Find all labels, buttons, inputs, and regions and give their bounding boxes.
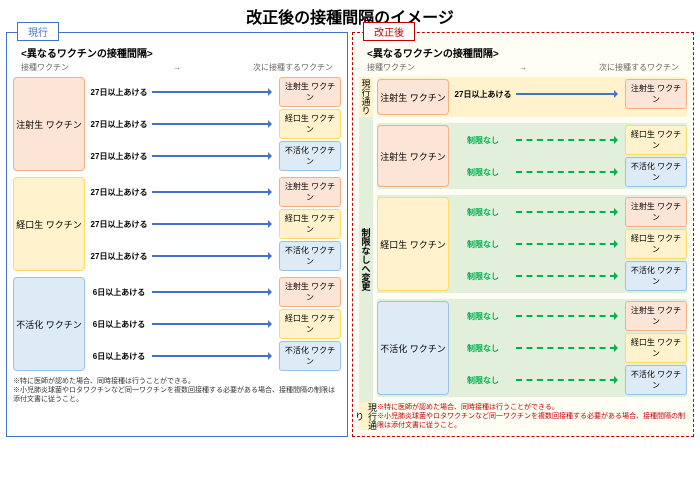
arrow-icon xyxy=(152,88,276,96)
subtitle-left: <異なるワクチンの接種間隔> xyxy=(21,45,341,60)
groups-left: 注射生 ワクチン 27日以上あける注射生 ワクチン 27日以上あける経口生 ワク… xyxy=(13,77,341,371)
side-mid: 制限なしへ変更 xyxy=(359,117,373,402)
panel-current: 現行 <異なるワクチンの接種間隔> 接種ワクチン→次に接種するワクチン 注射生 … xyxy=(6,32,348,437)
src-inact: 不活化 ワクチン xyxy=(13,277,85,371)
subtitle-right: <異なるワクチンの接種間隔> xyxy=(367,45,687,60)
src-inj: 注射生 ワクチン xyxy=(13,77,85,171)
tab-current: 現行 xyxy=(17,22,59,41)
groups-right: 注射生 ワクチン 27日以上あける注射生 ワクチン 注射生 ワクチン 制限なし経… xyxy=(373,77,687,430)
main-title: 改正後の接種間隔のイメージ xyxy=(0,0,700,32)
panel-revised: 改正後 <異なるワクチンの接種間隔> 接種ワクチン→次に接種するワクチン 現行通… xyxy=(352,32,694,437)
notes-right: ※特に医師が認めた場合、同時接種は行うことができる。※小児肺炎球菌やロタワクチン… xyxy=(377,403,687,430)
tab-revised: 改正後 xyxy=(363,22,415,41)
src-oral: 経口生 ワクチン xyxy=(13,177,85,271)
side-bot: 現行通り xyxy=(359,402,373,430)
notes-left: ※特に医師が認めた場合、同時接種は行うことができる。※小児肺炎球菌やロタワクチン… xyxy=(13,377,341,404)
side-top: 現行通り xyxy=(359,77,373,117)
